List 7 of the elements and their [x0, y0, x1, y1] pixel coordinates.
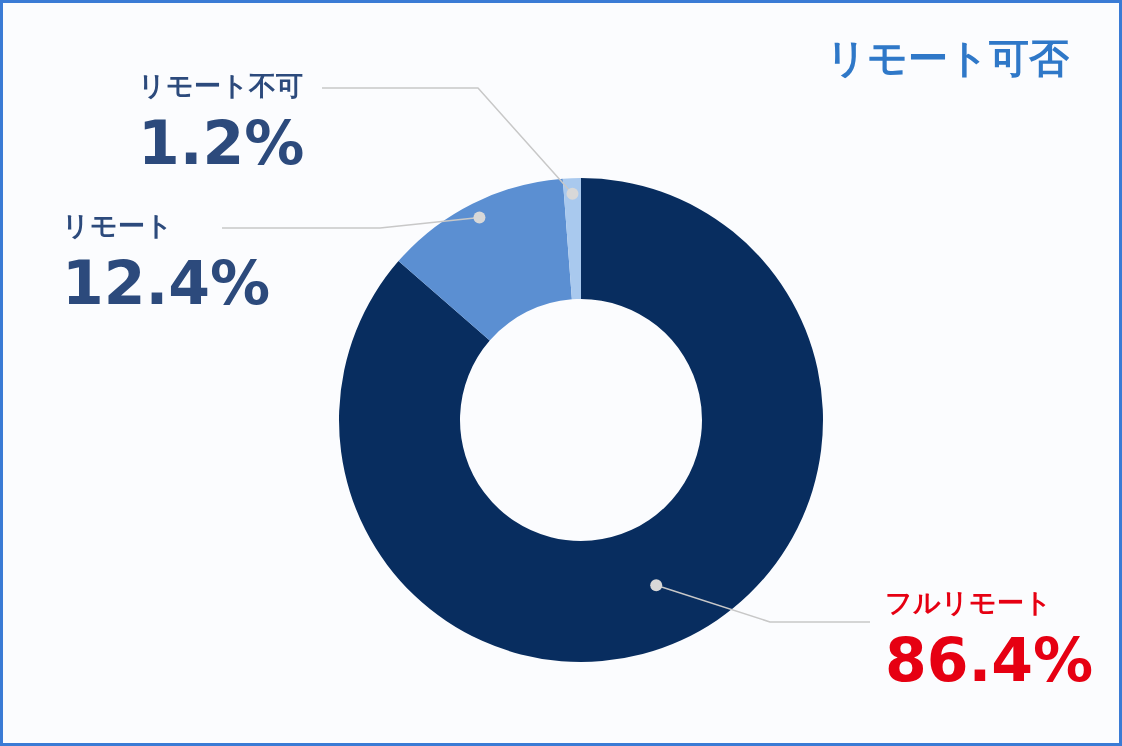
chart-title: リモート可否	[826, 34, 1069, 83]
data-label: 12.4%	[62, 247, 271, 318]
slice-label: フルリモート	[885, 587, 1052, 619]
data-label: 1.2%	[138, 107, 305, 178]
data-label: 86.4%	[885, 624, 1094, 695]
slice-label: リモート不可	[138, 70, 303, 102]
slice-label: リモート	[62, 210, 173, 242]
